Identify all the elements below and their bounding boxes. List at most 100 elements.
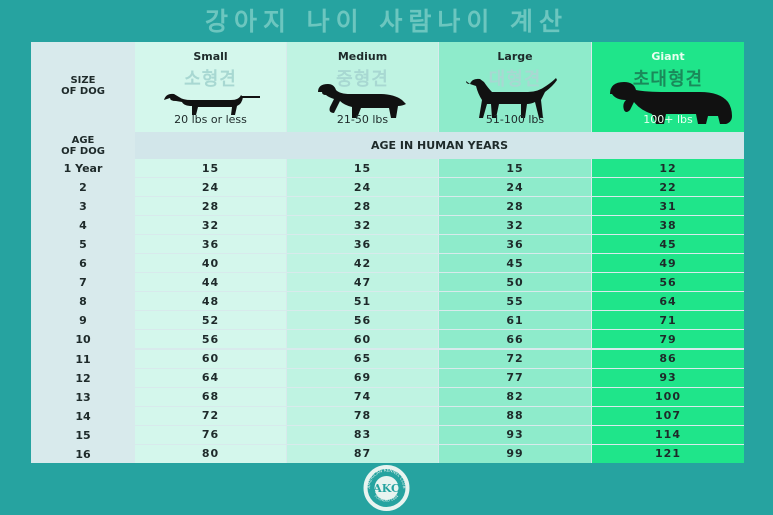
human-age-cell: 64	[592, 292, 744, 311]
age-row-label: 6	[79, 257, 87, 271]
human-age-cell: 48	[135, 292, 286, 311]
human-age-cell: 66	[439, 330, 591, 349]
size-name-ko: 대형견	[488, 69, 542, 90]
human-age-cell: 83	[287, 425, 438, 444]
svg-text:AKC: AKC	[372, 482, 400, 495]
human-age-cell: 45	[439, 254, 591, 273]
human-age-cell: 79	[592, 330, 744, 349]
size-of-dog-label: SIZE OF DOG	[61, 75, 105, 97]
human-age-cell: 42	[287, 254, 438, 273]
human-age-cell: 52	[135, 311, 286, 330]
human-age-cell: 74	[287, 387, 438, 406]
human-age-cell: 72	[439, 349, 591, 368]
spaniel-icon	[312, 82, 412, 124]
age-row-label: 10	[75, 333, 91, 347]
human-age-cell: 15	[439, 159, 591, 178]
human-age-cell: 82	[439, 387, 591, 406]
human-age-cell: 45	[592, 235, 744, 254]
size-header-small: Small 소형견 20 lbs or less	[135, 42, 286, 132]
human-age-cell: 38	[592, 216, 744, 235]
human-age-cell: 60	[287, 330, 438, 349]
human-age-cell: 87	[287, 444, 438, 463]
human-age-cell: 50	[439, 273, 591, 292]
pointer-dog-icon	[464, 76, 564, 124]
human-age-cell: 24	[135, 178, 286, 197]
age-row-label: 13	[75, 390, 91, 404]
age-row-label: 11	[75, 352, 91, 366]
human-age-cell: 64	[135, 368, 286, 387]
size-name-en: Small	[193, 50, 228, 63]
dachshund-icon	[160, 88, 260, 122]
newfoundland-icon	[602, 80, 734, 128]
size-name-ko: 소형견	[184, 69, 237, 90]
age-row-label: 14	[75, 409, 91, 423]
human-age-cell: 31	[592, 197, 744, 216]
human-age-cell: 47	[287, 273, 438, 292]
human-age-cell: 78	[287, 406, 438, 425]
human-age-cell: 76	[135, 425, 286, 444]
human-age-cell: 24	[439, 178, 591, 197]
size-name-en: Giant	[651, 50, 685, 63]
human-age-cell: 61	[439, 311, 591, 330]
human-age-cell: 56	[135, 330, 286, 349]
human-age-cell: 40	[135, 254, 286, 273]
human-age-cell: 93	[592, 368, 744, 387]
age-row-label: 2	[79, 181, 87, 195]
size-column-bg	[135, 42, 286, 132]
human-age-cell: 32	[287, 216, 438, 235]
size-name-en: Large	[497, 50, 533, 63]
human-age-cell: 56	[592, 273, 744, 292]
human-age-cell: 86	[592, 349, 744, 368]
human-age-cell: 15	[287, 159, 438, 178]
human-age-cell: 32	[135, 216, 286, 235]
age-row-label: 16	[75, 447, 91, 461]
age-row-label: 3	[79, 200, 87, 214]
human-age-cell: 68	[135, 387, 286, 406]
size-header-medium: Medium 중형견 21-50 lbs	[287, 42, 438, 132]
human-age-cell: 80	[135, 444, 286, 463]
human-age-cell: 36	[135, 235, 286, 254]
age-row-label: 5	[79, 238, 87, 252]
human-age-cell: 49	[592, 254, 744, 273]
human-age-cell: 72	[135, 406, 286, 425]
human-age-cell: 121	[592, 444, 744, 463]
human-age-cell: 60	[135, 349, 286, 368]
human-age-cell: 100	[592, 387, 744, 406]
human-age-cell: 56	[287, 311, 438, 330]
size-column-bg	[287, 42, 438, 132]
human-age-cell: 107	[592, 406, 744, 425]
size-weight: 20 lbs or less	[174, 113, 247, 126]
human-age-cell: 88	[439, 406, 591, 425]
age-in-human-years-banner: AGE IN HUMAN YEARS	[135, 132, 744, 159]
human-age-cell: 15	[135, 159, 286, 178]
human-age-cell: 51	[287, 292, 438, 311]
human-age-cell: 28	[135, 197, 286, 216]
age-of-dog-label: AGE OF DOG	[61, 135, 105, 157]
size-weight: 100+ lbs	[643, 113, 693, 126]
human-age-cell: 32	[439, 216, 591, 235]
human-age-cell: 36	[287, 235, 438, 254]
human-age-cell: 114	[592, 425, 744, 444]
size-name-ko: 초대형견	[632, 69, 704, 90]
age-chart-table: SIZE OF DOG AGE OF DOG AGE IN HUMAN YEARS …	[31, 42, 744, 463]
size-name-en: Medium	[337, 50, 388, 63]
page-title: 강아지 나이 사람나이 계산	[204, 7, 569, 36]
size-column-bg	[439, 42, 591, 132]
human-age-cell: 44	[135, 273, 286, 292]
age-row-label: 9	[79, 314, 87, 328]
age-row-label: 15	[75, 428, 91, 442]
age-row-label: 7	[79, 276, 87, 290]
age-row-label: 1 Year	[63, 162, 103, 176]
human-age-cell: 71	[592, 311, 744, 330]
human-age-cell: 28	[439, 197, 591, 216]
human-age-cell: 65	[287, 349, 438, 368]
human-age-cell: 28	[287, 197, 438, 216]
age-row-label: 8	[79, 295, 87, 309]
age-row-label: 4	[79, 219, 87, 233]
size-header-large: Large 대형견 51-100 lbs	[439, 42, 591, 132]
human-age-cell: 93	[439, 425, 591, 444]
size-name-ko: 중형견	[336, 69, 389, 90]
age-row-label: 12	[75, 371, 91, 385]
human-age-cell: 22	[592, 178, 744, 197]
human-age-cell: 77	[439, 368, 591, 387]
